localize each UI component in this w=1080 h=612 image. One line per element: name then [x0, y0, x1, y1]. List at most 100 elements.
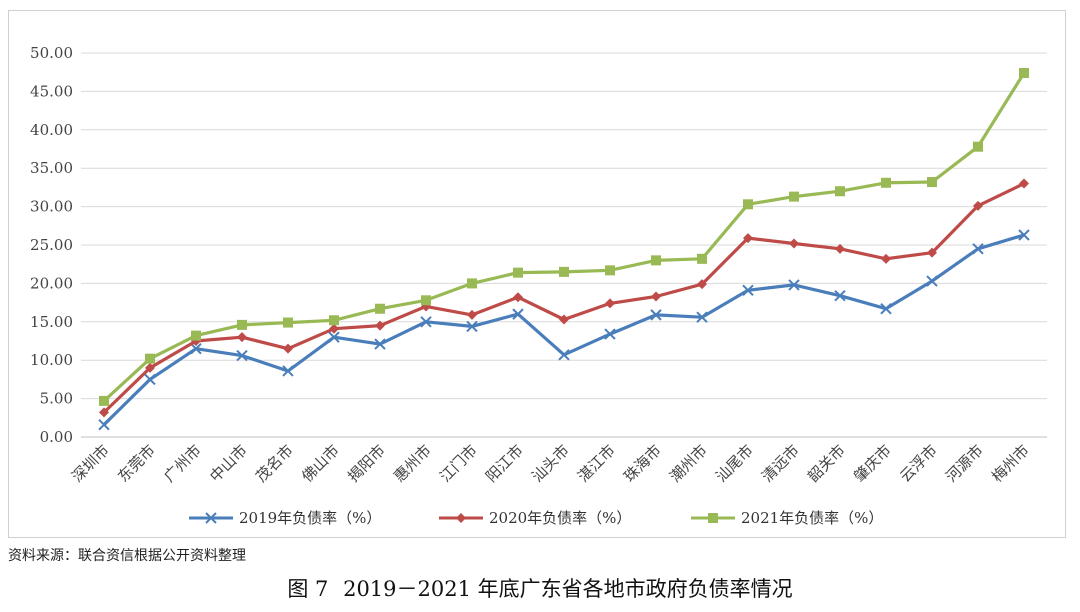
y-tick-label: 35.00 — [30, 159, 73, 177]
data-point — [834, 289, 846, 302]
data-point — [789, 191, 799, 202]
x-axis-labels: 深圳市 东莞市 广州市 中山市 茂名市 佛山市 揭阳市 惠州市 江门市 阳江市 汕头市 湛江市 珠海市潮… — [68, 441, 1033, 486]
data-point — [329, 323, 339, 334]
data-point — [374, 338, 386, 350]
data-point — [283, 317, 293, 328]
data-point — [651, 291, 661, 302]
data-point — [927, 247, 937, 258]
legend-marker — [205, 512, 217, 524]
x-tick-label: 肇庆市 — [850, 441, 895, 486]
y-tick-label: 5.00 — [40, 390, 73, 408]
data-point — [329, 315, 339, 326]
line-chart: 0.00 5.00 10.00 15.00 20.00 25.00 30.00 35.00 40… — [30, 44, 1047, 527]
data-point — [466, 320, 478, 333]
series-2 — [99, 178, 1029, 418]
data-point — [697, 253, 707, 264]
data-point — [788, 279, 800, 291]
legend-marker — [456, 513, 466, 523]
data-point — [881, 253, 891, 264]
data-point — [513, 267, 523, 278]
data-point — [420, 316, 432, 328]
data-point — [650, 309, 662, 321]
y-tick-label: 15.00 — [30, 313, 73, 331]
data-point — [605, 298, 615, 309]
x-tick-label: 中山市 — [206, 441, 251, 486]
y-tick-label: 40.00 — [30, 121, 73, 139]
data-point — [375, 320, 385, 331]
x-tick-label: 茂名市 — [252, 441, 297, 486]
data-point — [880, 303, 892, 315]
x-tick-label: 梅州市 — [988, 441, 1033, 486]
data-point — [558, 349, 570, 361]
x-tick-label: 深圳市 — [68, 441, 113, 486]
data-point — [973, 141, 983, 152]
series-line — [102, 182, 1025, 414]
y-tick-label: 20.00 — [30, 274, 73, 292]
legend-item: 2021年负债率（%） — [691, 509, 883, 527]
x-tick-label: 江门市 — [436, 441, 481, 486]
y-tick-label: 30.00 — [30, 198, 73, 216]
legend-label: 2019年负债率（%） — [239, 509, 381, 527]
data-point — [559, 314, 569, 325]
x-tick-label: 阳江市 — [482, 441, 527, 486]
data-point — [328, 331, 340, 343]
data-point — [1019, 178, 1029, 189]
data-point — [743, 233, 753, 244]
data-point — [98, 419, 110, 431]
x-tick-label: 潮州市 — [666, 441, 711, 486]
data-point — [282, 365, 294, 377]
data-point — [559, 266, 569, 277]
x-tick-label: 云浮市 — [896, 441, 941, 486]
data-point — [604, 328, 616, 340]
x-tick-label: 东莞市 — [114, 441, 159, 486]
data-point — [513, 292, 523, 303]
series-1 — [98, 229, 1030, 431]
x-tick-label: 汕头市 — [528, 441, 573, 486]
data-point — [1018, 229, 1030, 241]
data-point — [835, 243, 845, 254]
data-point — [927, 177, 937, 188]
data-point — [696, 311, 708, 323]
x-tick-label: 韶关市 — [804, 441, 849, 486]
data-point — [283, 343, 293, 354]
y-tick-label: 45.00 — [30, 82, 73, 100]
x-tick-label: 佛山市 — [298, 441, 343, 486]
data-point — [926, 275, 938, 287]
data-point — [237, 332, 247, 343]
legend-label: 2021年负债率（%） — [741, 509, 883, 527]
figure-caption-row: 图 7 2019－2021 年底广东省各地市政府负债率情况 — [0, 573, 1080, 603]
data-point — [789, 238, 799, 249]
chart-frame: 0.00 5.00 10.00 15.00 20.00 25.00 30.00 35.00 40… — [8, 10, 1066, 538]
y-tick-label: 25.00 — [30, 236, 73, 254]
series-line — [102, 72, 1026, 403]
gridlines — [81, 52, 1047, 438]
data-point — [973, 200, 983, 211]
data-point — [467, 309, 477, 320]
data-point — [375, 303, 385, 314]
legend-item: 2019年负债率（%） — [189, 509, 381, 527]
data-point — [743, 199, 753, 210]
x-tick-label: 揭阳市 — [344, 441, 389, 486]
data-point — [236, 349, 248, 362]
data-point — [697, 279, 707, 290]
x-tick-label: 惠州市 — [390, 441, 435, 486]
y-axis-labels: 0.00 5.00 10.00 15.00 20.00 25.00 30.00 35.00 40… — [30, 44, 73, 446]
data-point — [1019, 67, 1029, 78]
data-point — [467, 278, 477, 289]
data-point — [605, 265, 615, 276]
data-point — [835, 186, 845, 197]
data-point — [972, 243, 984, 255]
series-3 — [99, 67, 1029, 406]
data-point — [742, 284, 754, 297]
x-tick-label: 清远市 — [758, 441, 803, 486]
data-point — [191, 330, 201, 341]
data-point — [99, 407, 109, 418]
data-point — [99, 395, 109, 406]
data-point — [421, 295, 431, 306]
legend-label: 2020年负债率（%） — [489, 509, 631, 527]
data-point — [512, 308, 524, 320]
legend-marker — [708, 513, 718, 523]
y-tick-label: 50.00 — [30, 44, 73, 62]
data-point — [651, 255, 661, 266]
data-point — [145, 353, 155, 364]
